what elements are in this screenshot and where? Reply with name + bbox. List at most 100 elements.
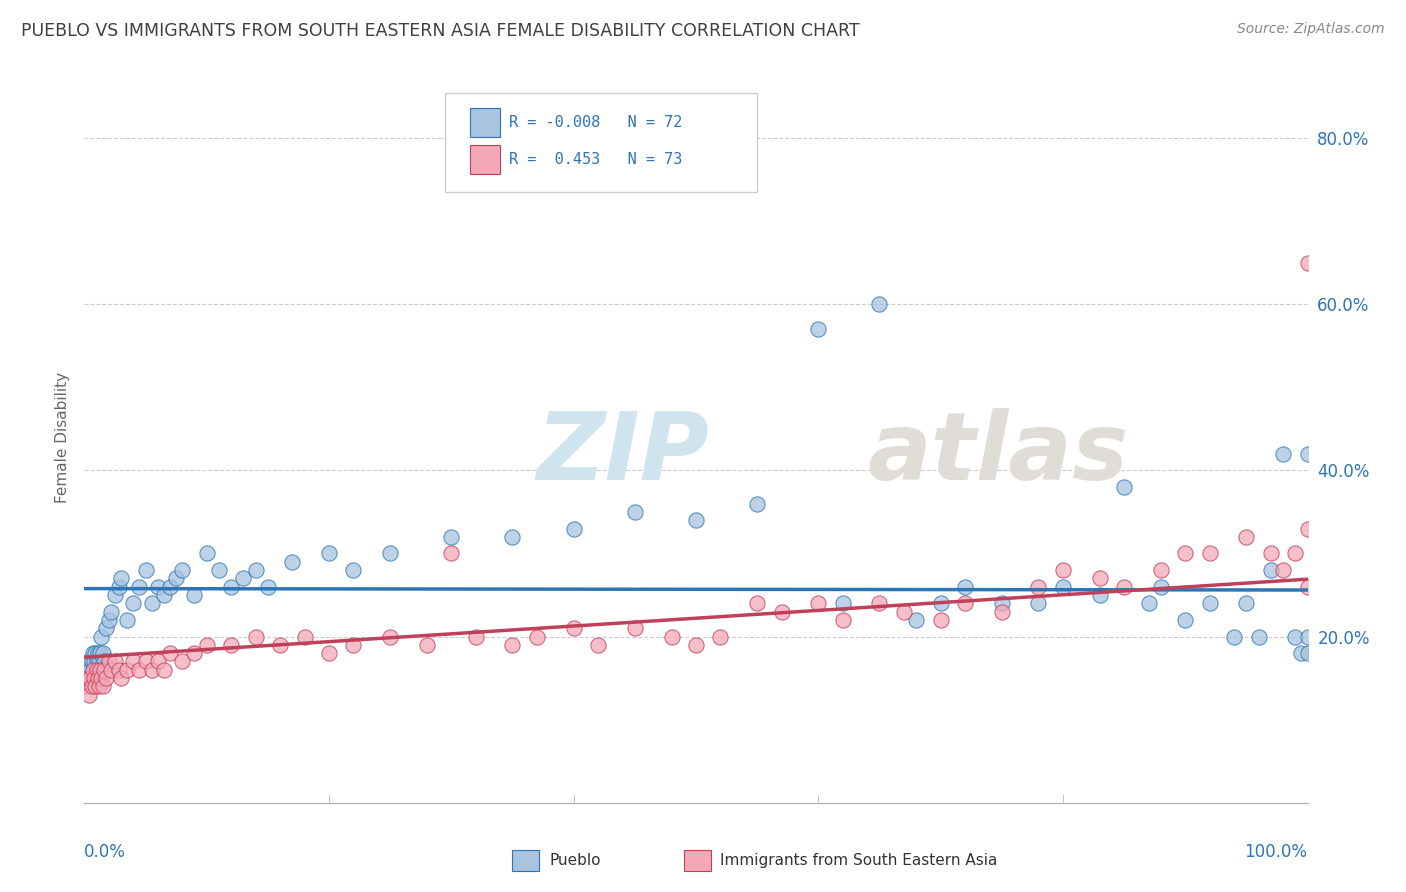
Point (526, 630, 548, 644)
Point (807, 596, 830, 610)
Point (586, 638, 609, 652)
Point (685, 638, 707, 652)
Point (83, 671, 105, 685)
Point (97, 655, 120, 669)
Point (100, 663, 122, 677)
Point (905, 613, 928, 627)
Point (115, 613, 138, 627)
Point (135, 563, 157, 577)
Point (82, 646, 104, 660)
Point (440, 530, 463, 544)
Point (208, 563, 231, 577)
Point (929, 596, 952, 610)
Point (1028, 596, 1050, 610)
Point (1137, 596, 1160, 610)
Point (1150, 563, 1173, 577)
Point (219, 580, 242, 594)
Point (1174, 546, 1197, 560)
Point (141, 596, 163, 610)
Point (1296, 447, 1319, 461)
Point (245, 563, 267, 577)
Point (1114, 580, 1136, 594)
Point (1174, 613, 1197, 627)
Point (807, 322, 830, 336)
Point (294, 630, 316, 644)
Point (1088, 571, 1111, 585)
Point (122, 596, 145, 610)
Point (1272, 563, 1295, 577)
Point (104, 588, 127, 602)
Point (562, 521, 585, 535)
Point (269, 638, 291, 652)
Point (1296, 255, 1319, 269)
Point (991, 596, 1014, 610)
Point (89, 663, 111, 677)
Point (107, 663, 129, 677)
Point (84, 680, 107, 694)
Point (77, 655, 100, 669)
Point (831, 596, 853, 610)
FancyBboxPatch shape (683, 850, 710, 871)
Point (257, 580, 280, 594)
Point (90, 630, 112, 644)
Point (1284, 630, 1306, 644)
Point (1236, 530, 1258, 544)
Point (1088, 588, 1111, 602)
Point (128, 663, 150, 677)
Point (76, 680, 98, 694)
Point (153, 663, 176, 677)
Point (141, 663, 163, 677)
Text: R =  0.453   N = 73: R = 0.453 N = 73 (509, 152, 682, 167)
Point (96, 671, 118, 685)
Point (1260, 563, 1282, 577)
Point (1150, 580, 1173, 594)
Point (869, 297, 891, 311)
Point (183, 646, 205, 660)
Point (104, 655, 127, 669)
Point (502, 638, 524, 652)
Point (122, 655, 145, 669)
Point (146, 655, 169, 669)
Point (82, 663, 104, 677)
Text: Pueblo: Pueblo (550, 853, 600, 868)
Point (110, 671, 132, 685)
Point (1296, 521, 1319, 535)
Point (87, 680, 110, 694)
Point (159, 646, 181, 660)
Point (1296, 630, 1319, 644)
Point (1198, 596, 1220, 610)
Point (77, 671, 100, 685)
Point (87, 646, 110, 660)
Point (953, 596, 976, 610)
Point (195, 638, 218, 652)
Point (183, 588, 205, 602)
Point (115, 663, 138, 677)
Point (80, 655, 103, 669)
Point (87, 655, 110, 669)
Point (159, 580, 181, 594)
FancyBboxPatch shape (446, 94, 758, 192)
Point (502, 530, 524, 544)
Point (135, 655, 157, 669)
Point (1114, 480, 1136, 494)
Point (219, 638, 242, 652)
Point (1296, 580, 1319, 594)
Text: Source: ZipAtlas.com: Source: ZipAtlas.com (1237, 22, 1385, 37)
Point (1198, 546, 1220, 560)
Point (93, 655, 115, 669)
Point (80, 680, 103, 694)
Point (87, 671, 110, 685)
Point (770, 605, 793, 619)
Point (172, 563, 194, 577)
Point (1236, 596, 1258, 610)
Point (893, 605, 915, 619)
Point (77, 663, 100, 677)
Point (281, 555, 304, 569)
Text: PUEBLO VS IMMIGRANTS FROM SOUTH EASTERN ASIA FEMALE DISABILITY CORRELATION CHART: PUEBLO VS IMMIGRANTS FROM SOUTH EASTERN … (21, 22, 859, 40)
Point (1247, 630, 1270, 644)
Point (86, 655, 108, 669)
Point (562, 621, 585, 635)
Point (96, 621, 118, 635)
Point (110, 571, 132, 585)
Point (1028, 580, 1050, 594)
